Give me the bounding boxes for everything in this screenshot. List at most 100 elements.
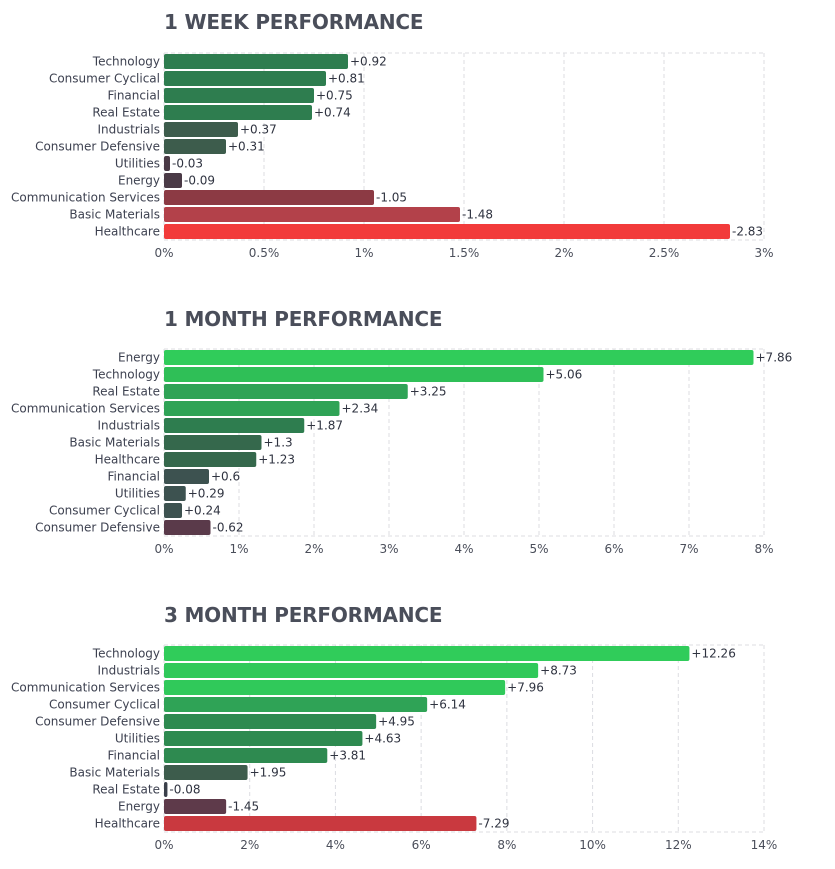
category-label: Communication Services	[11, 191, 160, 205]
data-label: -1.45	[228, 800, 259, 814]
x-tick-label: 0.5%	[249, 246, 280, 260]
x-tick-label: 2%	[304, 542, 323, 556]
category-label: Basic Materials	[69, 766, 160, 780]
data-label: +1.87	[306, 419, 343, 433]
x-tick-label: 8%	[754, 542, 773, 556]
category-label: Basic Materials	[69, 208, 160, 222]
data-label: +4.95	[378, 715, 415, 729]
bar	[164, 486, 186, 501]
chart-title-3-month: 3 MONTH PERFORMANCE	[164, 603, 443, 627]
data-label: +8.73	[540, 664, 577, 678]
data-label: +1.3	[264, 436, 293, 450]
bar	[164, 714, 377, 729]
bar	[164, 122, 238, 137]
bar	[164, 680, 506, 695]
data-label: +12.26	[691, 647, 735, 661]
data-label: +2.34	[342, 402, 379, 416]
data-label: +4.63	[364, 732, 401, 746]
category-label: Industrials	[97, 123, 160, 137]
category-label: Consumer Cyclical	[49, 72, 160, 86]
x-tick-label: 4%	[326, 838, 345, 852]
category-label: Healthcare	[95, 453, 160, 467]
bar-chart-3-month: 0% 2% 4% 6% 8% 10% 12% 14% Technology +12.26 Indus…	[11, 644, 778, 852]
bar	[164, 799, 227, 814]
data-label: +6.14	[429, 698, 466, 712]
category-label: Consumer Cyclical	[49, 504, 160, 518]
category-label: Real Estate	[92, 783, 160, 797]
data-label: +3.25	[410, 385, 447, 399]
data-label: +0.81	[328, 72, 365, 86]
bar	[164, 105, 312, 120]
data-label: +0.92	[350, 55, 387, 69]
category-label: Technology	[92, 647, 160, 661]
category-label: Financial	[107, 470, 160, 484]
bar	[164, 190, 374, 205]
category-label: Technology	[92, 55, 160, 69]
x-tick-label: 1.5%	[449, 246, 480, 260]
bar	[164, 663, 539, 678]
x-tick-label: 2.5%	[649, 246, 680, 260]
bar	[164, 435, 262, 450]
bar	[164, 697, 428, 712]
bar	[164, 350, 754, 365]
bar	[164, 173, 182, 188]
data-label: -2.83	[732, 225, 763, 239]
category-label: Communication Services	[11, 681, 160, 695]
chart-title-1-month: 1 MONTH PERFORMANCE	[164, 307, 443, 331]
category-label: Healthcare	[95, 817, 160, 831]
data-label: +0.31	[228, 140, 265, 154]
data-label: +3.81	[329, 749, 366, 763]
data-label: +0.24	[184, 504, 221, 518]
data-label: +0.29	[188, 487, 225, 501]
data-label: +7.96	[507, 681, 544, 695]
bar	[164, 384, 408, 399]
category-label: Industrials	[97, 419, 160, 433]
data-label: -0.62	[213, 521, 244, 535]
category-label: Communication Services	[11, 402, 160, 416]
data-label: +1.23	[258, 453, 295, 467]
category-label: Energy	[118, 351, 160, 365]
category-label: Financial	[107, 749, 160, 763]
category-label: Consumer Defensive	[35, 715, 160, 729]
data-label: -0.08	[169, 783, 200, 797]
x-tick-label: 4%	[454, 542, 473, 556]
category-label: Utilities	[115, 157, 160, 171]
category-label: Utilities	[115, 732, 160, 746]
chart-title-1-week: 1 WEEK PERFORMANCE	[164, 10, 424, 34]
data-label: +0.37	[240, 123, 277, 137]
data-label: +0.75	[316, 89, 353, 103]
x-tick-label: 3%	[379, 542, 398, 556]
bar	[164, 139, 226, 154]
bar	[164, 520, 211, 535]
bar	[164, 367, 544, 382]
bar	[164, 88, 314, 103]
bar	[164, 54, 348, 69]
bar	[164, 765, 248, 780]
x-tick-label: 0%	[154, 246, 173, 260]
data-label: +5.06	[546, 368, 583, 382]
bar	[164, 207, 460, 222]
bar	[164, 469, 209, 484]
category-label: Utilities	[115, 487, 160, 501]
bar	[164, 646, 690, 661]
bar	[164, 156, 170, 171]
x-tick-label: 10%	[579, 838, 606, 852]
category-label: Consumer Cyclical	[49, 698, 160, 712]
data-label: +0.74	[314, 106, 351, 120]
bar	[164, 224, 730, 239]
x-tick-label: 2%	[240, 838, 259, 852]
data-label: -0.03	[172, 157, 203, 171]
x-tick-label: 14%	[751, 838, 778, 852]
category-label: Industrials	[97, 664, 160, 678]
bar	[164, 503, 182, 518]
category-label: Financial	[107, 89, 160, 103]
category-label: Energy	[118, 800, 160, 814]
category-label: Energy	[118, 174, 160, 188]
data-label: -1.05	[376, 191, 407, 205]
bar	[164, 418, 305, 433]
x-tick-label: 0%	[154, 542, 173, 556]
x-tick-label: 0%	[154, 838, 173, 852]
x-tick-label: 12%	[665, 838, 692, 852]
bar	[164, 71, 326, 86]
x-tick-label: 5%	[529, 542, 548, 556]
